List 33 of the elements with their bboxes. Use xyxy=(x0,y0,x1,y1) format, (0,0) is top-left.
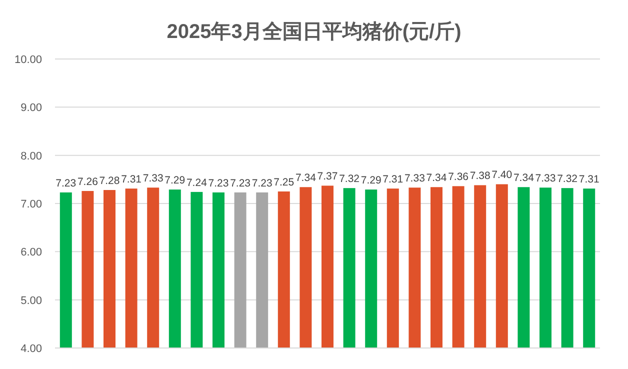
data-label: 7.40 xyxy=(492,169,512,182)
data-label: 7.32 xyxy=(557,173,578,186)
y-tick-label: 9.00 xyxy=(20,102,42,114)
data-label: 7.23 xyxy=(208,177,229,190)
data-label: 7.31 xyxy=(121,174,142,186)
y-tick-label: 8.00 xyxy=(20,150,42,162)
data-label: 7.37 xyxy=(317,170,338,183)
data-label: 7.23 xyxy=(230,177,251,190)
data-label: 7.38 xyxy=(470,170,490,182)
y-tick-label: 5.00 xyxy=(20,294,42,307)
y-tick-label: 6.00 xyxy=(20,246,42,259)
y-tick-label: 7.00 xyxy=(20,198,42,210)
data-label: 7.34 xyxy=(295,172,316,184)
data-label: 7.36 xyxy=(448,171,469,184)
data-label: 7.23 xyxy=(252,177,272,190)
data-label: 7.29 xyxy=(360,174,382,187)
data-label: 7.28 xyxy=(99,175,120,188)
data-label: 7.31 xyxy=(578,174,600,186)
data-label: 7.33 xyxy=(535,172,556,185)
data-label: 7.25 xyxy=(274,176,294,188)
data-label: 7.29 xyxy=(164,174,186,187)
data-label: 7.26 xyxy=(77,176,98,188)
data-label: 7.34 xyxy=(513,172,534,184)
data-label: 7.23 xyxy=(56,177,76,190)
data-label: 7.33 xyxy=(142,172,164,185)
y-tick-label: 10.00 xyxy=(14,54,42,66)
data-label: 7.24 xyxy=(186,176,208,189)
data-label: 7.33 xyxy=(404,172,426,185)
data-label: 7.32 xyxy=(339,173,360,186)
data-label: 7.31 xyxy=(382,174,404,186)
chart-title: 2025年3月全国日平均猪价(元/斤) xyxy=(166,20,462,43)
data-label: 7.34 xyxy=(426,172,447,184)
y-tick-label: 4.00 xyxy=(20,343,42,355)
